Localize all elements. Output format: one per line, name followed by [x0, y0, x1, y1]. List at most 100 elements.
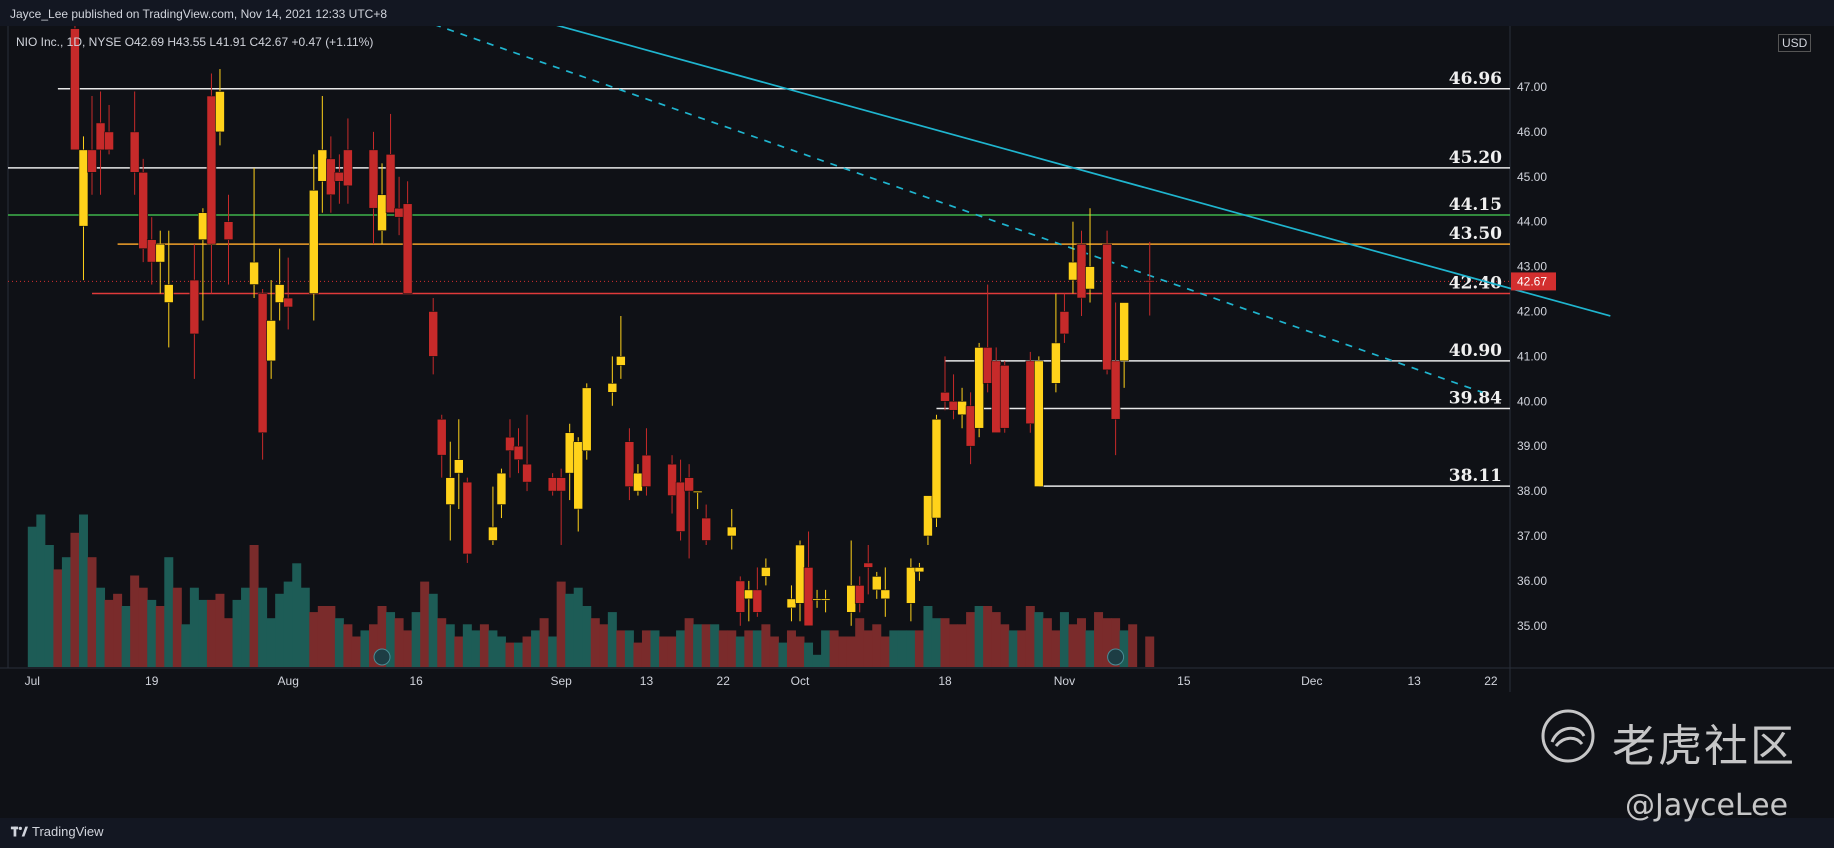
x-tick-label: 15 [1177, 674, 1191, 688]
candle-body [488, 526, 498, 541]
volume-bar [914, 630, 924, 667]
x-tick-label: 19 [145, 674, 159, 688]
volume-bar [386, 612, 396, 667]
candle-body [223, 221, 234, 240]
candle-body [726, 526, 737, 537]
volume-bar [1000, 624, 1010, 667]
volume-bar [966, 612, 976, 667]
volume-bar [531, 630, 541, 667]
candle-body [104, 131, 114, 151]
volume-bar [454, 636, 464, 667]
volume-bar [727, 630, 737, 667]
volume-bar [96, 587, 106, 667]
volume-bar [505, 642, 515, 667]
candle-body [1144, 280, 1155, 283]
candle-body [795, 544, 805, 604]
volume-bar [812, 654, 822, 667]
candle-body [462, 481, 473, 555]
volume-bar [769, 636, 779, 667]
volume-bar [44, 545, 54, 667]
volume-bar [437, 618, 447, 667]
candle-body [820, 598, 831, 601]
volume-bar [172, 587, 182, 667]
volume-bar [334, 618, 344, 667]
volume-bar [27, 526, 37, 667]
candle-body [445, 477, 456, 505]
y-tick-label: 41.00 [1517, 349, 1547, 363]
symbol-legend[interactable]: NIO Inc., 1D, NYSE O42.69 H43.55 L41.91 … [16, 35, 374, 49]
volume-bar [633, 642, 643, 667]
volume-bar [1008, 630, 1018, 667]
author-handle: @JayceLee [1625, 788, 1789, 823]
volume-bar [1094, 612, 1104, 667]
candle-body [343, 149, 353, 187]
volume-bar [241, 587, 251, 667]
candle-body [692, 490, 703, 493]
volume-bar [232, 599, 242, 667]
volume-bar [804, 642, 814, 667]
volume-bar [522, 636, 532, 667]
candle-body [189, 279, 200, 335]
volume-bar [428, 593, 438, 667]
candle-body [326, 158, 336, 196]
candle-body [496, 472, 507, 505]
volume-bar [198, 599, 208, 667]
candle-body [607, 383, 618, 393]
publish-header-bar: Jayce_Lee published on TradingView.com, … [0, 0, 1834, 26]
candle-body [1059, 311, 1070, 335]
candle-body [317, 149, 328, 182]
volume-bar [369, 624, 378, 667]
candle-body [163, 284, 174, 303]
x-tick-label: Dec [1301, 674, 1322, 688]
candle-body [573, 441, 584, 510]
volume-bar [1068, 624, 1078, 667]
volume-bar [863, 630, 873, 667]
volume-bar [53, 569, 63, 667]
tiger-community-logo-icon [1541, 709, 1595, 763]
volume-bar [607, 612, 617, 667]
volume-bar [880, 636, 890, 667]
volume-bar [624, 630, 634, 667]
volume-bar [496, 636, 506, 667]
candle-body [735, 580, 746, 613]
volume-bar [786, 630, 796, 667]
volume-bar [949, 624, 959, 667]
volume-bar [215, 593, 225, 667]
volume-bar [130, 575, 140, 667]
publish-info: Jayce_Lee published on TradingView.com, … [10, 7, 388, 21]
level-label: 42.40 [1449, 274, 1502, 294]
volume-bar [983, 606, 993, 667]
volume-bar [923, 606, 933, 667]
volume-bar [701, 624, 711, 667]
volume-bar [556, 581, 566, 667]
y-tick-label: 46.00 [1517, 125, 1547, 139]
volume-bar [87, 557, 97, 667]
candle-body [675, 481, 686, 532]
candlestick-chart[interactable]: 46.96 45.20 44.15 43.50 42.40 40.90 39.84 38.11… [0, 26, 1834, 818]
candle-body [684, 477, 694, 492]
y-tick-label: 35.00 [1517, 619, 1547, 633]
y-tick-label: 40.00 [1517, 394, 1547, 408]
level-label: 45.20 [1449, 148, 1502, 168]
candle-body [965, 405, 976, 447]
volume-bar [258, 587, 268, 667]
volume-bar [360, 630, 370, 667]
level-label: 46.96 [1449, 69, 1502, 89]
candle-body [931, 418, 942, 519]
currency-label[interactable]: USD [1778, 34, 1812, 52]
candle-body [436, 418, 447, 456]
volume-bar [104, 599, 114, 667]
candle-body [948, 400, 959, 411]
candle-body [982, 347, 993, 384]
earnings-icon [373, 648, 391, 666]
volume-bar [616, 630, 626, 667]
x-tick-label: Sep [550, 674, 572, 688]
tradingview-brand[interactable]: TradingView [32, 824, 104, 839]
volume-bar [471, 630, 481, 667]
volume-bar [403, 630, 413, 667]
footer-bar [0, 818, 1834, 848]
candle-body [428, 311, 439, 357]
candle-body [633, 472, 643, 492]
tradingview-logo-icon[interactable] [10, 823, 28, 841]
candle-body [129, 131, 140, 173]
